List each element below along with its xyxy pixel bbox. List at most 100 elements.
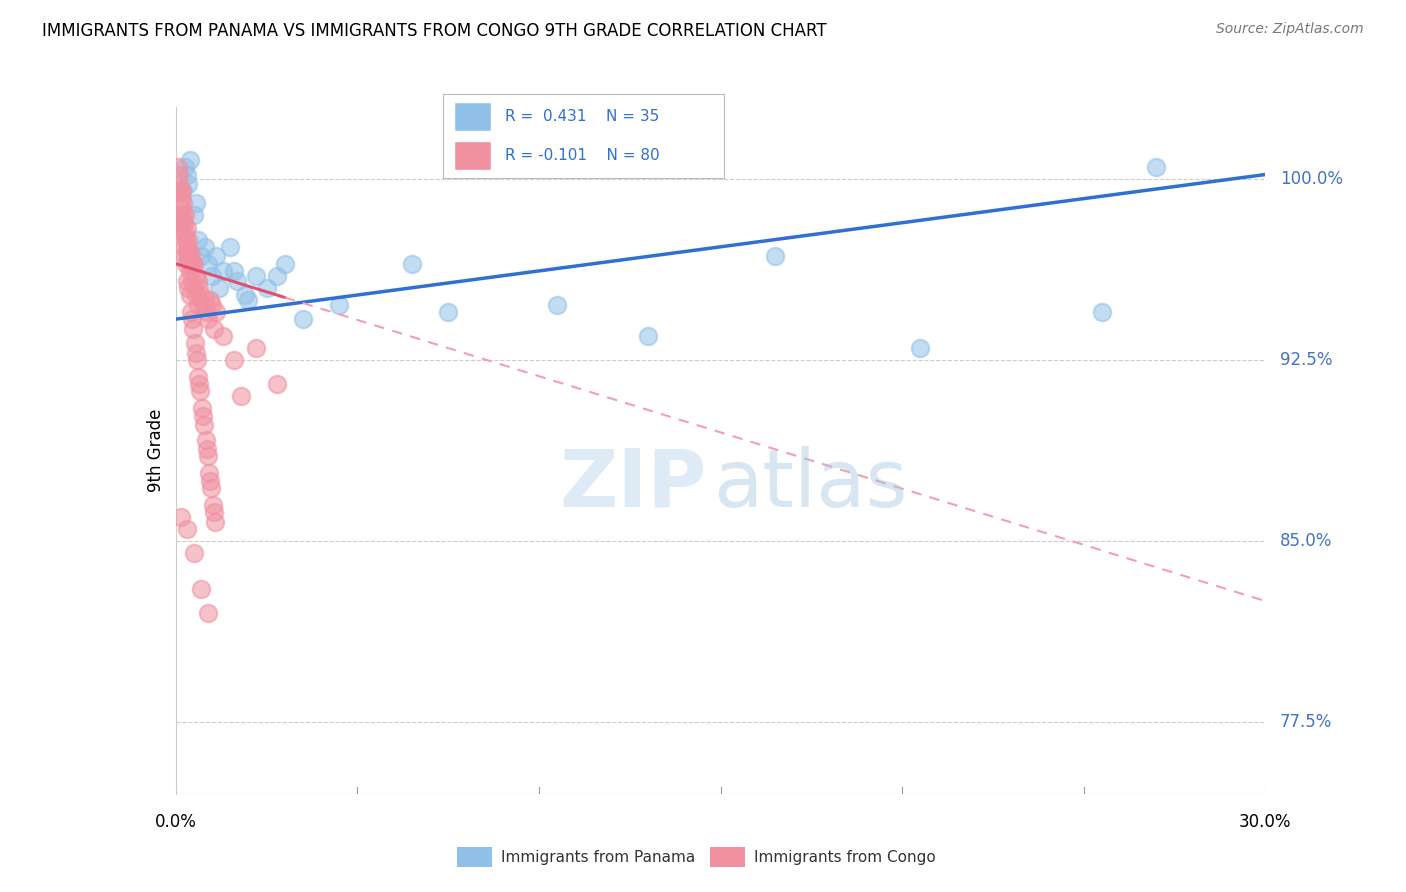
Point	[183, 281, 205, 295]
Point	[202, 322, 225, 336]
Point	[176, 522, 198, 536]
Point	[176, 274, 198, 288]
Point	[179, 244, 201, 259]
Point	[170, 201, 193, 215]
Bar	[454, 103, 491, 131]
Point	[173, 250, 195, 264]
Point	[191, 401, 214, 416]
Point	[219, 240, 242, 254]
Text: Immigrants from Congo: Immigrants from Congo	[754, 850, 935, 864]
Point	[193, 418, 215, 433]
Point	[177, 250, 200, 264]
Text: 100.0%: 100.0%	[1279, 170, 1343, 188]
Point	[197, 450, 219, 464]
Point	[173, 225, 195, 239]
Point	[208, 281, 231, 295]
Point	[204, 515, 226, 529]
Point	[202, 505, 225, 519]
Point	[910, 341, 932, 355]
Bar	[454, 141, 491, 169]
Point	[179, 153, 201, 167]
Point	[197, 312, 219, 326]
Point	[172, 209, 194, 223]
Point	[186, 274, 209, 288]
Point	[172, 185, 194, 199]
Point	[401, 257, 423, 271]
Text: atlas: atlas	[713, 446, 908, 524]
Point	[187, 370, 209, 384]
Point	[200, 293, 222, 307]
Point	[1091, 305, 1114, 319]
Point	[166, 161, 188, 175]
Text: Immigrants from Panama: Immigrants from Panama	[501, 850, 695, 864]
Point	[274, 257, 297, 271]
Point	[170, 220, 193, 235]
Point	[174, 233, 197, 247]
Point	[201, 498, 224, 512]
Point	[195, 442, 218, 457]
Point	[190, 582, 212, 596]
Point	[204, 250, 226, 264]
Point	[266, 377, 288, 392]
Point	[197, 257, 219, 271]
Point	[183, 257, 205, 271]
Point	[181, 322, 204, 336]
Point	[191, 409, 214, 423]
Point	[212, 264, 235, 278]
Point	[200, 481, 222, 495]
Text: 85.0%: 85.0%	[1279, 532, 1333, 549]
Y-axis label: 9th Grade: 9th Grade	[146, 409, 165, 492]
Point	[245, 268, 267, 283]
Point	[170, 509, 193, 524]
Point	[266, 268, 288, 283]
Text: R = -0.101    N = 80: R = -0.101 N = 80	[505, 148, 659, 163]
Point	[222, 353, 245, 368]
Point	[174, 257, 197, 271]
Text: 30.0%: 30.0%	[1239, 814, 1292, 831]
Point	[180, 305, 202, 319]
Point	[212, 329, 235, 343]
Point	[177, 281, 200, 295]
Text: 77.5%: 77.5%	[1279, 713, 1333, 731]
Point	[173, 161, 195, 175]
Point	[169, 185, 191, 199]
Point	[328, 298, 350, 312]
Point	[245, 341, 267, 355]
Text: Source: ZipAtlas.com: Source: ZipAtlas.com	[1216, 22, 1364, 37]
Point	[183, 209, 205, 223]
Point	[233, 288, 256, 302]
Point	[238, 293, 260, 307]
Point	[637, 329, 659, 343]
Point	[763, 250, 786, 264]
Point	[188, 281, 211, 295]
Point	[170, 192, 193, 206]
Point	[200, 474, 222, 488]
Point	[186, 353, 208, 368]
Point	[437, 305, 460, 319]
Point	[169, 209, 191, 223]
Point	[176, 168, 198, 182]
Point	[170, 216, 193, 230]
Text: R =  0.431    N = 35: R = 0.431 N = 35	[505, 109, 659, 124]
Point	[190, 384, 212, 399]
Point	[169, 177, 191, 191]
Point	[198, 467, 221, 481]
Point	[167, 168, 190, 182]
Point	[291, 312, 314, 326]
Point	[183, 336, 205, 351]
Text: 92.5%: 92.5%	[1279, 351, 1333, 369]
Point	[184, 288, 207, 302]
Text: IMMIGRANTS FROM PANAMA VS IMMIGRANTS FROM CONGO 9TH GRADE CORRELATION CHART: IMMIGRANTS FROM PANAMA VS IMMIGRANTS FRO…	[42, 22, 827, 40]
Point	[173, 216, 195, 230]
Point	[179, 288, 201, 302]
Point	[179, 257, 201, 271]
Point	[190, 288, 212, 302]
Point	[179, 264, 201, 278]
Point	[194, 433, 217, 447]
Point	[256, 281, 278, 295]
Point	[183, 546, 205, 560]
Point	[546, 298, 568, 312]
Point	[194, 293, 217, 307]
Text: 0.0%: 0.0%	[155, 814, 197, 831]
Point	[181, 312, 204, 326]
